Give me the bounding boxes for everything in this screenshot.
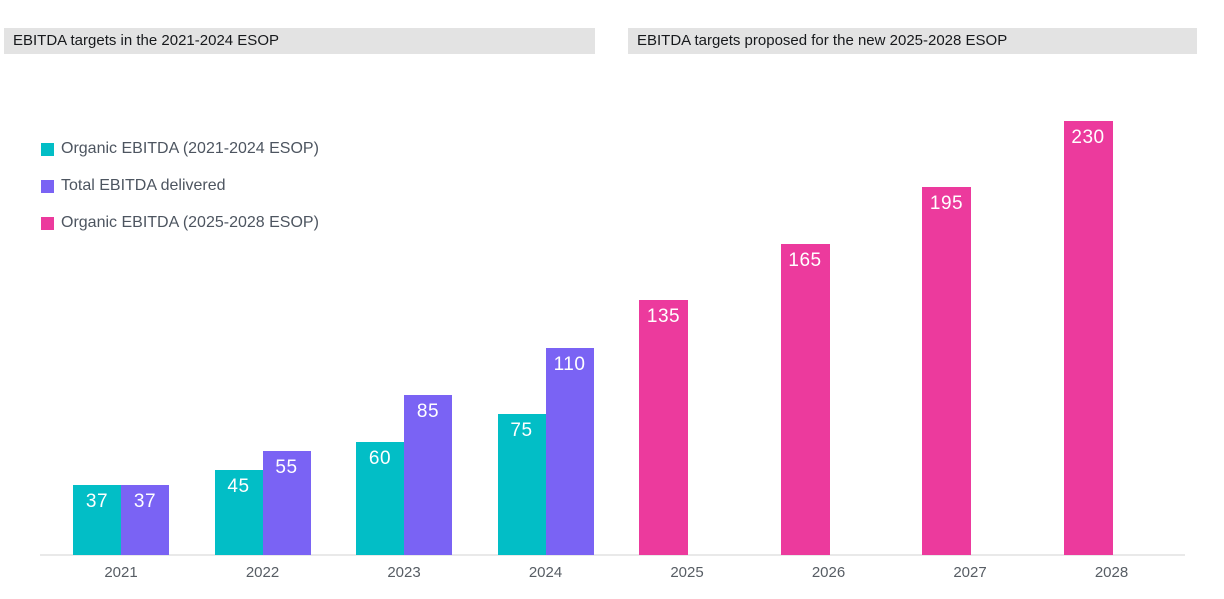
bar-2024-series0: 75 bbox=[497, 414, 546, 555]
bar-value-label: 110 bbox=[553, 354, 586, 375]
x-axis-label-2021: 2021 bbox=[104, 564, 138, 581]
bar-value-label: 195 bbox=[929, 193, 964, 214]
bar-value-label: 85 bbox=[416, 401, 440, 422]
bar-value-label: 60 bbox=[368, 448, 392, 469]
left-chart-title: EBITDA targets in the 2021-2024 ESOP bbox=[4, 28, 595, 54]
bar-value-label: 45 bbox=[227, 476, 250, 497]
legend-label: Organic EBITDA (2025-2028 ESOP) bbox=[61, 214, 319, 231]
bar-2027-series2: 195 bbox=[922, 187, 971, 555]
pink-square-icon bbox=[41, 216, 54, 230]
x-axis-label-2024: 2024 bbox=[528, 564, 563, 581]
bar-2028-series2: 230 bbox=[1063, 121, 1113, 555]
purple-square-icon bbox=[41, 179, 54, 193]
legend-label: Organic EBITDA (2021-2024 ESOP) bbox=[61, 140, 319, 157]
bar-2023-series1: 85 bbox=[404, 395, 452, 555]
teal-square-icon bbox=[41, 142, 54, 156]
x-axis-line bbox=[40, 554, 1185, 556]
x-axis-label-2022: 2022 bbox=[245, 564, 280, 581]
bar-2021-series0: 37 bbox=[73, 485, 121, 555]
right-chart-title: EBITDA targets proposed for the new 2025… bbox=[628, 28, 1197, 54]
x-axis-label-2027: 2027 bbox=[953, 564, 987, 581]
bar-2022-series1: 55 bbox=[262, 451, 311, 555]
bar-value-label: 135 bbox=[646, 306, 681, 327]
bar-value-label: 165 bbox=[788, 250, 822, 271]
bar-value-label: 37 bbox=[133, 491, 157, 512]
bar-2024-series1: 110 bbox=[545, 348, 594, 555]
x-axis-label-2026: 2026 bbox=[811, 564, 846, 581]
bar-2022-series0: 45 bbox=[214, 470, 263, 555]
x-axis-label-2023: 2023 bbox=[387, 564, 421, 581]
bar-value-label: 230 bbox=[1071, 127, 1105, 148]
chart-legend: Organic EBITDA (2021-2024 ESOP) Total EBI… bbox=[41, 139, 319, 233]
bar-2023-series0: 60 bbox=[356, 442, 404, 555]
legend-label: Total EBITDA delivered bbox=[61, 177, 226, 194]
x-axis-label-2025: 2025 bbox=[670, 564, 704, 581]
x-axis-label-2028: 2028 bbox=[1094, 564, 1129, 581]
bar-2025-series2: 135 bbox=[639, 300, 688, 555]
bar-2021-series1: 37 bbox=[121, 485, 169, 555]
bar-value-label: 75 bbox=[510, 420, 533, 441]
legend-item-1: Total EBITDA delivered bbox=[41, 176, 319, 196]
legend-item-0: Organic EBITDA (2021-2024 ESOP) bbox=[41, 139, 319, 159]
legend-item-2: Organic EBITDA (2025-2028 ESOP) bbox=[41, 213, 319, 233]
bar-value-label: 55 bbox=[275, 457, 298, 478]
bar-value-label: 37 bbox=[85, 491, 109, 512]
bar-2026-series2: 165 bbox=[780, 244, 830, 555]
